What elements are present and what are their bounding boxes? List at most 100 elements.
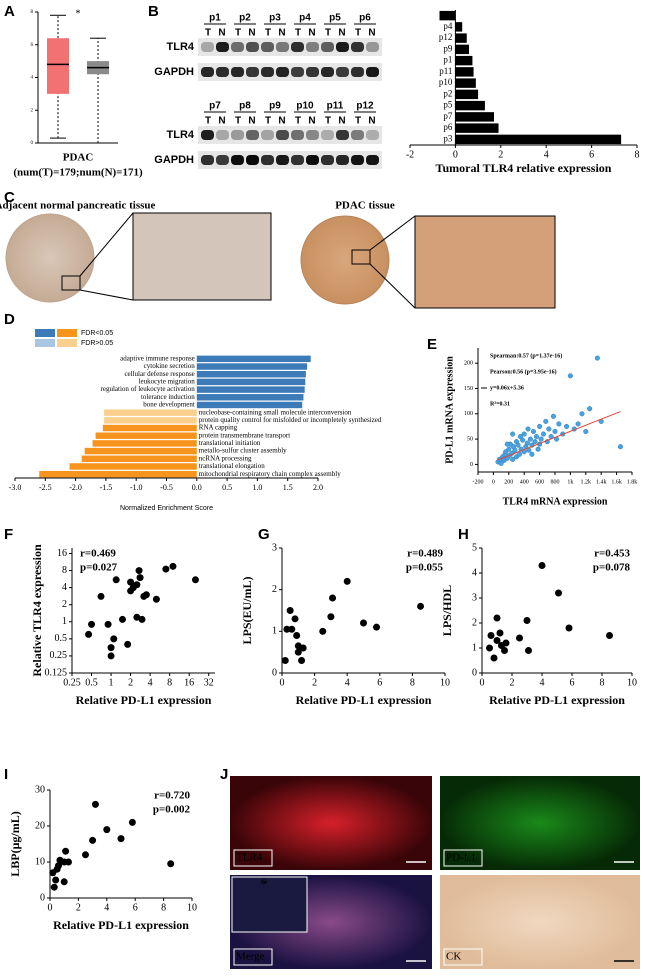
point (516, 634, 523, 642)
y-tick-label: 0.5 (55, 633, 68, 644)
category-label: cellular defense response (124, 370, 194, 378)
y-tick-label: 6 (31, 43, 34, 48)
y-tick-label: 1 (272, 626, 277, 637)
y-tick-label: 100 (464, 411, 473, 417)
y-tick-label: 2 (31, 108, 34, 113)
point (286, 607, 294, 614)
point (55, 862, 63, 870)
label-box (233, 849, 273, 867)
blot-band (216, 155, 229, 165)
x-tick-label: 2 (128, 677, 133, 688)
point (107, 652, 115, 660)
point (104, 620, 112, 628)
point (283, 625, 291, 633)
patient-label: p9 (269, 101, 281, 112)
blot-band (336, 67, 349, 77)
point (530, 428, 536, 435)
point (191, 576, 199, 584)
blot-row-label: TLR4 (167, 129, 195, 141)
x-tick-label: 2 (312, 677, 317, 688)
y-tick-label: 0 (470, 462, 473, 468)
x-tick-label: 4 (104, 902, 109, 913)
point (533, 434, 540, 440)
x-tick-label: 8 (635, 149, 640, 160)
panel-label: I (4, 766, 8, 783)
y-tick-label: 0 (31, 141, 34, 146)
y-tick-label: 20 (35, 820, 45, 831)
lane-label: N (218, 28, 225, 39)
category-label: protein quality control for misfolded or… (199, 416, 382, 424)
x-tick-label: 2.0 (313, 483, 323, 492)
blot-strip (198, 151, 382, 169)
panel-label: H (458, 526, 469, 543)
category-label: translational elongation (199, 462, 265, 470)
blot-band (276, 155, 289, 165)
x-tick-label: -2.0 (69, 483, 82, 492)
blot-band (246, 42, 259, 52)
blot-band (231, 155, 244, 165)
point (417, 602, 425, 610)
annotation: Pearson:0.56 (p=3.95e-16) (490, 368, 557, 375)
y-tick-label: 2 (472, 617, 477, 628)
point (319, 627, 327, 635)
point (327, 613, 335, 621)
y-axis-label: LPS/HDL (440, 585, 454, 636)
x-tick-label: 16 (184, 677, 194, 688)
point (517, 451, 523, 457)
point (299, 644, 307, 652)
blot-band (336, 155, 349, 165)
bar (455, 78, 476, 88)
y-axis-label: PD-L1 mRNA expression (444, 356, 455, 464)
blot-band (351, 155, 364, 165)
point (62, 847, 70, 855)
point (138, 615, 146, 623)
category-label: p3 (443, 133, 453, 143)
blot-band (276, 130, 289, 140)
point (515, 442, 521, 448)
point (281, 657, 289, 664)
point (525, 647, 532, 654)
blot-band (291, 130, 304, 140)
category-label: mitochondrial respiratory chain complex … (199, 470, 341, 478)
point (565, 624, 573, 632)
x-tick-label: 8 (161, 902, 166, 913)
y-tick-label: 8 (31, 10, 34, 15)
point (555, 589, 562, 597)
category-label: metallo-sulfur cluster assembly (199, 447, 287, 455)
bar (455, 55, 473, 66)
annotation: y=0.06x+5.36 (490, 385, 524, 391)
bar (455, 89, 479, 100)
patient-label: p4 (299, 13, 311, 24)
point (124, 640, 132, 648)
point (329, 594, 337, 602)
lane-label: T (205, 116, 211, 127)
point (594, 355, 600, 361)
point (540, 431, 547, 437)
category-label: p11 (439, 66, 452, 76)
category-label: adaptive immune response (120, 354, 195, 362)
blot-band (231, 130, 244, 140)
point (133, 581, 141, 589)
x-tick-label: 1.4k (596, 479, 607, 485)
point (538, 562, 546, 569)
x-tick-label: 6 (589, 149, 594, 160)
x-axis-label: PDAC (63, 152, 94, 164)
y-tick-label: 3 (472, 592, 477, 603)
bar (196, 378, 306, 386)
x-tick-label: 10 (627, 677, 637, 688)
x-tick-label: 1.0 (252, 483, 262, 492)
point (587, 406, 593, 412)
category-label: ncRNA processing (199, 454, 252, 462)
point (527, 436, 533, 442)
blot-band (201, 42, 214, 52)
legend-label: FDR>0.05 (81, 340, 113, 347)
legend-label: FDR<0.05 (81, 330, 113, 337)
category-label: p2 (443, 88, 452, 98)
x-tick-label: -1.5 (100, 483, 113, 492)
patient-label: p1 (209, 13, 221, 24)
lane-label: T (265, 116, 271, 127)
blot-band (231, 42, 244, 52)
x-tick-label: 4 (540, 677, 545, 688)
y-tick-label: 4 (62, 582, 67, 593)
point (537, 423, 543, 429)
